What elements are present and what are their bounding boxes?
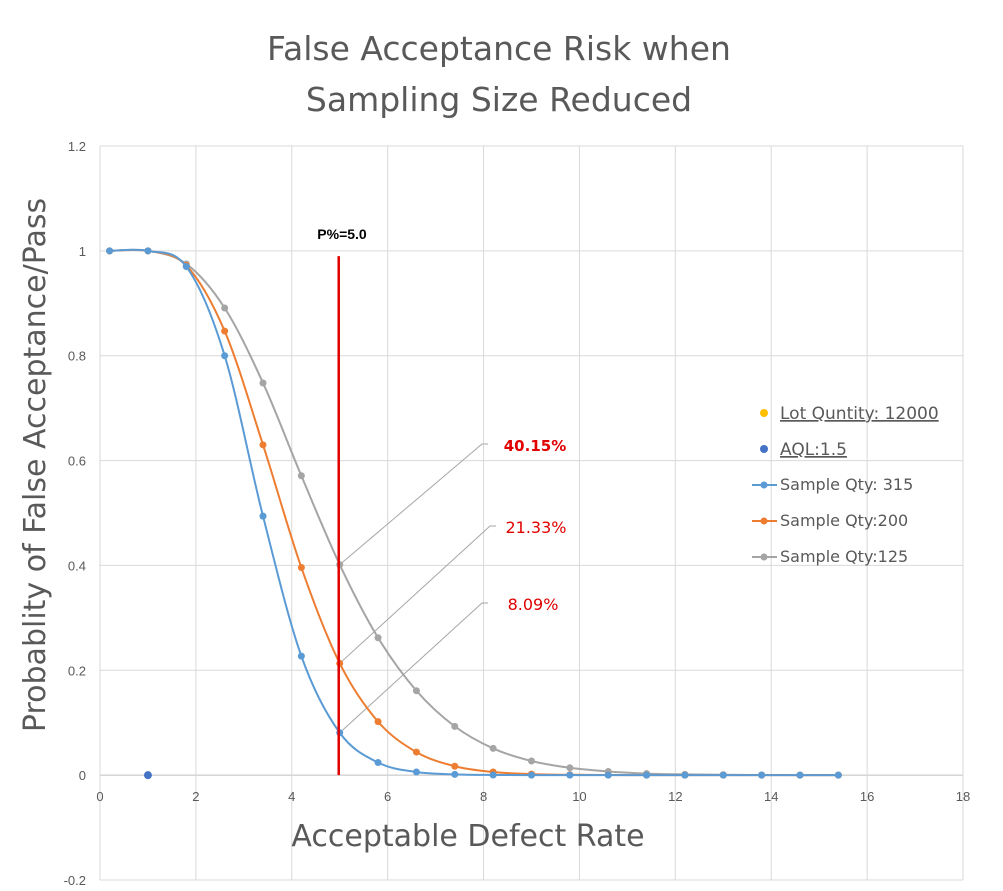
series-point (489, 771, 497, 779)
callout-leader-line (339, 602, 488, 734)
series-point (259, 379, 267, 387)
legend-marker-sample-315 (760, 481, 768, 489)
series-point (834, 771, 842, 779)
legend-label-sample-200: Sample Qty:200 (780, 511, 908, 530)
series-point (758, 771, 766, 779)
y-tick-label: 1.2 (68, 139, 86, 154)
legend-item-sample-125: Sample Qty:125 (752, 547, 908, 566)
series-point (412, 687, 420, 695)
callout-leader-line (339, 525, 496, 664)
callout-leader-line (339, 443, 488, 566)
callout-label-2: 21.33% (505, 518, 566, 537)
series-point (604, 771, 612, 779)
x-axis-title: Acceptable Defect Rate (291, 819, 644, 854)
callout-leader-lines (339, 443, 496, 734)
legend-marker-aql (760, 445, 768, 453)
series-point (221, 352, 229, 360)
legend-item-aql: AQL:1.5 (760, 440, 847, 460)
series-point (374, 718, 382, 726)
x-tick-label: 12 (668, 789, 682, 804)
vertical-marker-label: P%=5.0 (317, 226, 367, 242)
series-point (719, 771, 727, 779)
series-point (566, 764, 574, 772)
chart-title: False Acceptance Risk when Sampling Size… (267, 29, 731, 119)
series-point (106, 247, 114, 255)
callout-label-1: 40.15% (504, 437, 566, 455)
y-tick-label: 0.6 (68, 454, 86, 469)
series-point (412, 748, 420, 756)
chart-title-line-2: Sampling Size Reduced (306, 80, 692, 119)
series-point (412, 768, 420, 776)
y-tick-label: -0.2 (64, 873, 86, 888)
x-tick-label: 6 (384, 789, 391, 804)
legend-marker-sample-125 (760, 553, 768, 561)
series-point (144, 247, 152, 255)
x-tick-label: 0 (96, 789, 103, 804)
series (106, 247, 842, 780)
series-point (374, 634, 382, 642)
y-tick-label: 0.4 (68, 558, 86, 573)
series-point (451, 762, 459, 770)
x-tick-label: 10 (572, 789, 586, 804)
series-1 (106, 247, 842, 779)
series-line (109, 248, 839, 777)
series-point (297, 564, 305, 572)
series-point (566, 771, 574, 779)
legend-label-sample-315: Sample Qty: 315 (780, 475, 913, 494)
legend-label-sample-125: Sample Qty:125 (780, 547, 908, 566)
y-tick-label: 0 (79, 768, 86, 783)
series-point (528, 771, 535, 779)
y-tick-label: 1 (79, 244, 86, 259)
aql-point (143, 771, 152, 780)
series-point (259, 441, 267, 449)
series-3 (106, 247, 842, 779)
x-tick-label: 16 (860, 789, 874, 804)
x-tick-label: 18 (956, 789, 970, 804)
series-2 (106, 247, 842, 779)
legend-marker-lot-quantity (760, 409, 768, 417)
series-point (796, 771, 804, 779)
legend-item-lot-quantity: Lot Quntity: 12000 (760, 404, 939, 424)
y-axis-title: Probablity of False Acceptance/Pass (18, 198, 53, 732)
series-point (681, 771, 689, 779)
legend-label-lot-quantity: Lot Quntity: 12000 (780, 404, 939, 424)
series-point (259, 512, 267, 520)
x-axis-ticks: 0 2 4 6 8 10 12 14 16 18 (96, 789, 970, 804)
series-point (297, 652, 305, 660)
x-tick-label: 2 (192, 789, 199, 804)
y-tick-label: 0.8 (68, 349, 86, 364)
legend-label-aql: AQL:1.5 (780, 440, 847, 460)
grid (99, 145, 964, 881)
x-tick-label: 14 (764, 789, 778, 804)
series-point (221, 327, 229, 335)
series-line (109, 248, 839, 777)
y-tick-label: 0.2 (68, 663, 86, 678)
series-line (109, 248, 839, 777)
legend-item-sample-200: Sample Qty:200 (752, 511, 908, 530)
y-axis-ticks: -0.2 0 0.2 0.4 0.6 0.8 1 1.2 (64, 139, 86, 888)
series-point (451, 770, 459, 778)
series-point (489, 744, 497, 752)
series-point (221, 304, 229, 312)
series-point (451, 722, 459, 730)
legend-marker-sample-200 (760, 517, 768, 525)
x-tick-label: 4 (288, 789, 295, 804)
callout-label-3: 8.09% (508, 595, 559, 614)
series-point (297, 472, 305, 480)
series-point (528, 757, 535, 765)
chart-title-line-1: False Acceptance Risk when (267, 29, 731, 68)
series-point (643, 771, 651, 779)
series-point (182, 263, 190, 271)
series-point (374, 759, 382, 767)
legend-item-sample-315: Sample Qty: 315 (752, 475, 913, 494)
legend: Lot Quntity: 12000 AQL:1.5 Sample Qty: 3… (752, 404, 939, 566)
x-tick-label: 8 (480, 789, 487, 804)
